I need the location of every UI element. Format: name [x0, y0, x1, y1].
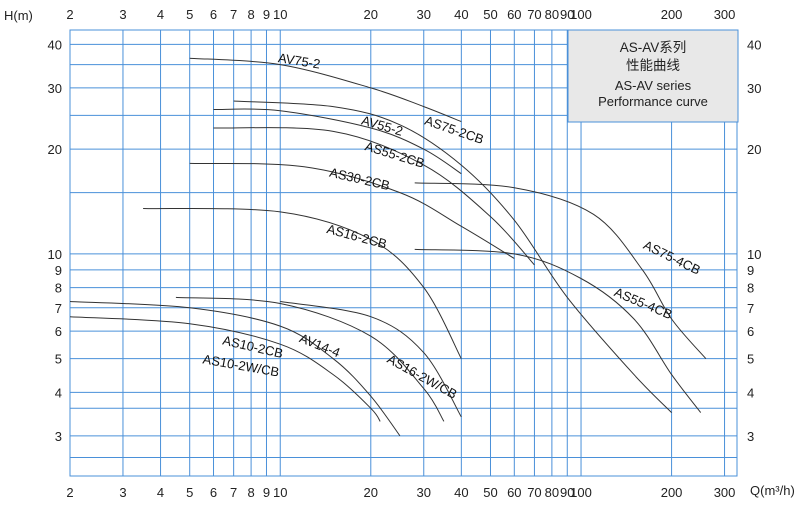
legend-box: AS-AV系列 性能曲线 AS-AV series Performance cu…	[567, 29, 739, 123]
x-tick-bottom-200: 200	[661, 485, 683, 500]
curve-label-as30-2cb: AS30-2CB	[328, 165, 391, 193]
curve-as75-2cb	[233, 100, 672, 413]
x-tick-top-2: 2	[66, 7, 73, 22]
x-tick-bottom-8: 8	[247, 485, 254, 500]
legend-title-cn: AS-AV系列	[620, 40, 687, 55]
y-tick-left-7: 7	[55, 301, 62, 316]
curve-label-av75-2: AV75-2	[277, 50, 321, 71]
y-tick-right-7: 7	[747, 301, 754, 316]
y-tick-right-6: 6	[747, 324, 754, 339]
legend-subtitle-en: Performance curve	[598, 94, 708, 109]
x-tick-top-20: 20	[364, 7, 378, 22]
curve-as55-2cb	[213, 127, 535, 266]
y-tick-left-30: 30	[48, 81, 62, 96]
x-tick-bottom-50: 50	[483, 485, 497, 500]
y-tick-right-8: 8	[747, 281, 754, 296]
x-tick-top-10: 10	[273, 7, 287, 22]
curves-layer	[69, 57, 707, 437]
curve-as10-2cb	[69, 301, 401, 437]
x-tick-bottom-60: 60	[507, 485, 521, 500]
curve-as16-2cb	[143, 207, 462, 359]
x-tick-bottom-90: 90	[560, 485, 574, 500]
y-tick-right-10: 10	[747, 247, 761, 262]
x-tick-top-50: 50	[483, 7, 497, 22]
y-tick-left-40: 40	[48, 37, 62, 52]
x-tick-bottom-40: 40	[454, 485, 468, 500]
y-tick-left-10: 10	[48, 247, 62, 262]
y-tick-left-5: 5	[55, 352, 62, 367]
curve-label-as55-4cb: AS55-4CB	[612, 284, 674, 322]
x-tick-bottom-7: 7	[230, 485, 237, 500]
x-tick-top-7: 7	[230, 7, 237, 22]
x-tick-bottom-3: 3	[119, 485, 126, 500]
x-tick-bottom-4: 4	[157, 485, 164, 500]
curve-as75-4cb	[414, 182, 707, 360]
y-tick-left-9: 9	[55, 263, 62, 278]
curve-label-as75-2cb: AS75-2CB	[423, 113, 486, 147]
x-tick-top-80: 80	[545, 7, 559, 22]
y-tick-right-9: 9	[747, 263, 754, 278]
y-tick-right-4: 4	[747, 385, 754, 400]
x-tick-top-5: 5	[186, 7, 193, 22]
x-tick-top-4: 4	[157, 7, 164, 22]
curve-as16-2w-cb	[280, 301, 462, 418]
grid-layer	[69, 30, 737, 476]
y-tick-left-6: 6	[55, 324, 62, 339]
legend-subtitle-cn: 性能曲线	[626, 58, 680, 73]
x-tick-top-30: 30	[417, 7, 431, 22]
curve-as55-4cb	[414, 248, 702, 413]
y-tick-left-4: 4	[55, 385, 62, 400]
x-tick-bottom-9: 9	[263, 485, 270, 500]
plot-frame	[69, 29, 738, 477]
curve-label-as55-2cb: AS55-2CB	[363, 138, 426, 170]
x-tick-top-3: 3	[119, 7, 126, 22]
curve-av14-4	[175, 296, 445, 422]
curve-av75-2	[189, 57, 462, 123]
x-tick-bottom-80: 80	[545, 485, 559, 500]
y-tick-left-3: 3	[55, 429, 62, 444]
legend-background	[567, 29, 739, 123]
x-tick-bottom-6: 6	[210, 485, 217, 500]
x-tick-bottom-30: 30	[417, 485, 431, 500]
x-tick-top-40: 40	[454, 7, 468, 22]
legend-title-en: AS-AV series	[615, 78, 692, 93]
y-tick-right-30: 30	[747, 81, 761, 96]
x-tick-top-60: 60	[507, 7, 521, 22]
x-tick-bottom-20: 20	[364, 485, 378, 500]
y-tick-left-20: 20	[48, 142, 62, 157]
curve-as30-2cb	[189, 162, 515, 259]
x-tick-bottom-5: 5	[186, 485, 193, 500]
curve-av55-2	[213, 108, 462, 175]
y-tick-left-8: 8	[55, 281, 62, 296]
x-tick-bottom-10: 10	[273, 485, 287, 500]
x-tick-bottom-70: 70	[527, 485, 541, 500]
y-axis-title: H(m)	[4, 8, 33, 23]
curve-label-av14-4: AV14-4	[297, 330, 342, 360]
curve-label-as16-2cb: AS16-2CB	[325, 221, 388, 251]
curve-label-av55-2: AV55-2	[360, 113, 405, 139]
y-tick-right-20: 20	[747, 142, 761, 157]
x-tick-top-90: 90	[560, 7, 574, 22]
y-tick-right-5: 5	[747, 352, 754, 367]
x-tick-top-6: 6	[210, 7, 217, 22]
x-tick-bottom-300: 300	[714, 485, 736, 500]
x-tick-top-70: 70	[527, 7, 541, 22]
x-tick-bottom-2: 2	[66, 485, 73, 500]
curve-as10-2w-cb	[69, 316, 381, 422]
x-tick-top-200: 200	[661, 7, 683, 22]
x-tick-top-100: 100	[570, 7, 592, 22]
x-tick-top-8: 8	[247, 7, 254, 22]
x-tick-top-300: 300	[714, 7, 736, 22]
y-tick-right-3: 3	[747, 429, 754, 444]
y-tick-right-40: 40	[747, 37, 761, 52]
x-tick-bottom-100: 100	[570, 485, 592, 500]
x-tick-top-9: 9	[263, 7, 270, 22]
x-axis-title: Q(m³/h)	[750, 483, 795, 498]
